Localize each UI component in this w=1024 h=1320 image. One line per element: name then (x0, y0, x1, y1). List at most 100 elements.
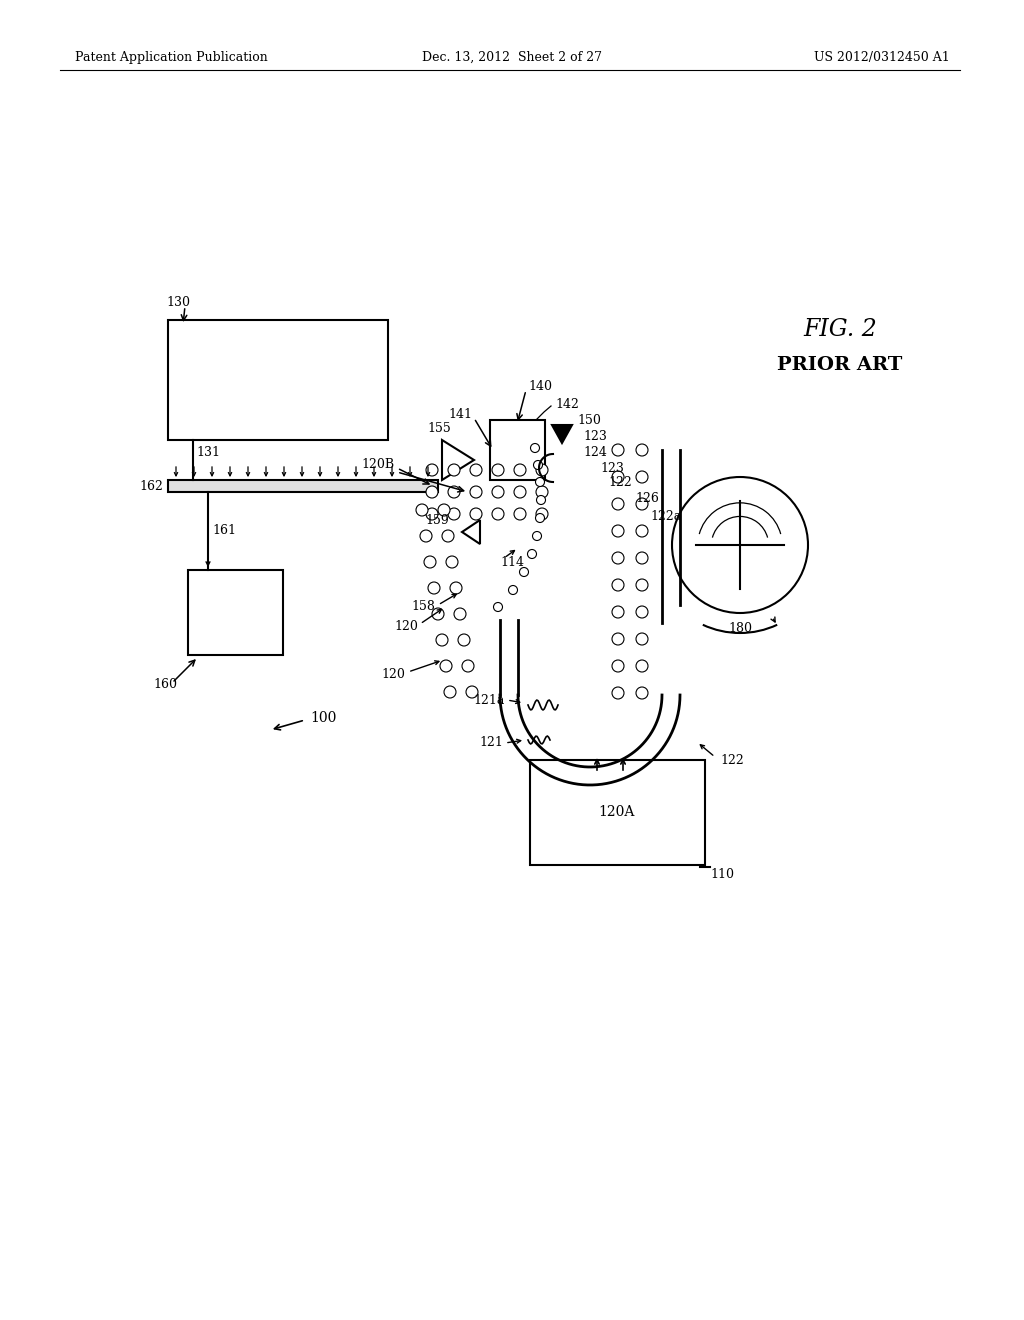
Circle shape (494, 602, 503, 611)
Circle shape (612, 634, 624, 645)
Text: 155: 155 (427, 421, 451, 434)
Text: Patent Application Publication: Patent Application Publication (75, 50, 267, 63)
Text: 123: 123 (583, 430, 607, 444)
Bar (188, 570, 283, 655)
Circle shape (492, 508, 504, 520)
Text: 121: 121 (479, 737, 503, 750)
Circle shape (424, 556, 436, 568)
Circle shape (470, 508, 482, 520)
Circle shape (636, 606, 648, 618)
Circle shape (514, 465, 526, 477)
Text: 159: 159 (425, 515, 449, 528)
Circle shape (416, 504, 428, 516)
Circle shape (438, 504, 450, 516)
Circle shape (612, 660, 624, 672)
Text: 122: 122 (608, 475, 632, 488)
Circle shape (509, 586, 517, 594)
Circle shape (532, 532, 542, 540)
Circle shape (527, 549, 537, 558)
Circle shape (514, 486, 526, 498)
Circle shape (514, 508, 526, 520)
Circle shape (537, 495, 546, 504)
Circle shape (636, 552, 648, 564)
Text: 120: 120 (381, 668, 406, 681)
Circle shape (636, 444, 648, 455)
Circle shape (449, 508, 460, 520)
Text: 120A: 120A (599, 805, 635, 818)
Circle shape (612, 579, 624, 591)
Bar (168, 480, 438, 492)
Circle shape (519, 568, 528, 577)
Circle shape (536, 486, 548, 498)
Circle shape (636, 471, 648, 483)
Circle shape (426, 486, 438, 498)
Text: 126: 126 (635, 491, 658, 504)
Text: 150: 150 (577, 413, 601, 426)
Circle shape (444, 686, 456, 698)
Circle shape (636, 686, 648, 700)
Text: 162: 162 (139, 479, 163, 492)
Circle shape (536, 465, 548, 477)
Circle shape (450, 582, 462, 594)
Circle shape (534, 461, 543, 470)
Circle shape (612, 498, 624, 510)
Text: 124: 124 (583, 446, 607, 459)
Circle shape (432, 609, 444, 620)
Text: 122a: 122a (650, 511, 681, 524)
Bar (168, 319, 388, 440)
Circle shape (428, 582, 440, 594)
Circle shape (436, 634, 449, 645)
Circle shape (470, 486, 482, 498)
Circle shape (442, 531, 454, 543)
Circle shape (612, 606, 624, 618)
Text: 131: 131 (196, 446, 220, 459)
Text: 130: 130 (166, 297, 190, 309)
Text: 100: 100 (310, 711, 336, 725)
Circle shape (536, 478, 545, 487)
Bar (530, 760, 705, 865)
Circle shape (458, 634, 470, 645)
Text: 158: 158 (411, 601, 435, 614)
Text: 142: 142 (555, 397, 579, 411)
Text: 120B: 120B (361, 458, 395, 471)
Circle shape (636, 579, 648, 591)
Text: 121a: 121a (474, 693, 505, 706)
Text: PRIOR ART: PRIOR ART (777, 356, 903, 374)
Circle shape (612, 686, 624, 700)
Circle shape (612, 552, 624, 564)
Circle shape (440, 660, 452, 672)
Text: 120: 120 (394, 620, 418, 634)
Polygon shape (462, 520, 480, 544)
Text: FIG. 2: FIG. 2 (803, 318, 877, 342)
Text: US 2012/0312450 A1: US 2012/0312450 A1 (814, 50, 950, 63)
Circle shape (612, 444, 624, 455)
Circle shape (470, 465, 482, 477)
Text: 122: 122 (720, 754, 743, 767)
Circle shape (426, 465, 438, 477)
Circle shape (492, 465, 504, 477)
Circle shape (636, 498, 648, 510)
Circle shape (420, 531, 432, 543)
Circle shape (636, 634, 648, 645)
Text: 114: 114 (500, 556, 524, 569)
Text: 160: 160 (153, 678, 177, 692)
Circle shape (612, 471, 624, 483)
Circle shape (454, 609, 466, 620)
Text: Dec. 13, 2012  Sheet 2 of 27: Dec. 13, 2012 Sheet 2 of 27 (422, 50, 602, 63)
Text: 180: 180 (728, 623, 752, 635)
Circle shape (636, 660, 648, 672)
Circle shape (636, 525, 648, 537)
Circle shape (446, 556, 458, 568)
Circle shape (462, 660, 474, 672)
Circle shape (536, 508, 548, 520)
Polygon shape (442, 440, 474, 480)
Text: 161: 161 (212, 524, 236, 537)
Polygon shape (552, 425, 572, 444)
Text: 141: 141 (449, 408, 472, 421)
Bar (490, 420, 545, 480)
Circle shape (449, 465, 460, 477)
Circle shape (672, 477, 808, 612)
Circle shape (492, 486, 504, 498)
Circle shape (466, 686, 478, 698)
Circle shape (612, 525, 624, 537)
